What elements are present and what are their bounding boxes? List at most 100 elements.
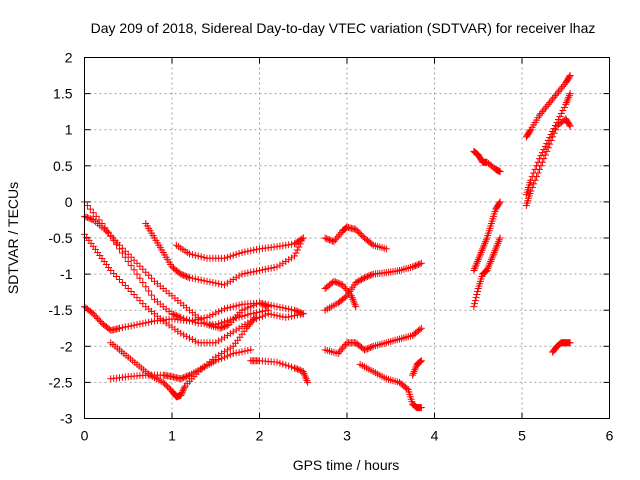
data-point	[178, 374, 186, 382]
data-point	[471, 300, 479, 308]
data-point	[298, 235, 306, 243]
data-point	[536, 111, 543, 119]
y-tick-label: -0.5	[48, 230, 72, 246]
data-point	[336, 348, 344, 356]
data-point	[366, 344, 374, 352]
data-point	[177, 390, 185, 398]
data-point	[291, 364, 298, 372]
data-point	[303, 377, 311, 385]
y-tick-label: -2.5	[48, 374, 72, 390]
data-point	[412, 262, 420, 270]
data-point	[330, 277, 338, 285]
data-point	[414, 260, 422, 268]
data-point	[203, 313, 211, 321]
data-point	[181, 373, 189, 381]
data-point	[356, 230, 364, 238]
data-point	[472, 294, 480, 302]
data-point	[537, 109, 545, 117]
data-point	[496, 234, 504, 242]
data-point	[343, 286, 351, 294]
data-point	[218, 324, 226, 332]
data-point	[83, 202, 91, 210]
series-arc-6	[107, 346, 255, 383]
data-point	[164, 383, 172, 391]
data-point	[251, 313, 259, 321]
data-point	[273, 303, 281, 311]
data-point	[340, 283, 348, 291]
data-point	[361, 274, 368, 282]
data-point	[221, 322, 228, 330]
data-point	[223, 321, 231, 329]
data-point	[235, 301, 243, 309]
data-point	[145, 318, 153, 326]
data-point	[206, 278, 214, 286]
data-point	[247, 268, 255, 276]
data-point	[188, 316, 196, 324]
data-point	[110, 269, 118, 277]
y-tick-label: 1	[65, 122, 73, 138]
data-point	[291, 252, 298, 260]
data-point	[194, 252, 202, 260]
data-point	[352, 225, 360, 233]
series-arc-11	[321, 259, 425, 314]
data-point	[282, 313, 290, 321]
data-point	[293, 307, 301, 315]
data-point	[221, 333, 228, 341]
data-point	[488, 254, 496, 262]
data-point	[127, 288, 135, 296]
data-point	[300, 369, 308, 377]
data-point	[215, 320, 223, 328]
data-point	[288, 363, 296, 371]
data-point	[183, 332, 191, 340]
data-point	[127, 262, 135, 270]
data-point	[559, 106, 567, 114]
data-point	[226, 252, 234, 260]
data-point	[89, 310, 97, 318]
data-point	[565, 91, 573, 99]
data-point	[295, 243, 303, 251]
data-point	[148, 318, 156, 326]
data-point	[358, 275, 366, 283]
series-arc-12	[321, 277, 360, 311]
data-point	[526, 127, 534, 135]
data-point	[226, 351, 234, 359]
data-point	[256, 299, 263, 307]
data-point	[116, 241, 123, 249]
data-point	[270, 302, 278, 310]
data-point	[337, 346, 345, 354]
data-point	[191, 251, 199, 259]
data-point	[124, 322, 132, 330]
data-point	[324, 235, 332, 243]
data-point	[197, 315, 205, 323]
data-point	[493, 241, 501, 249]
data-point	[566, 72, 574, 80]
data-point	[212, 357, 220, 365]
data-point	[547, 137, 555, 145]
data-point	[546, 140, 554, 148]
data-point	[241, 311, 249, 319]
data-point	[212, 279, 220, 287]
data-point	[104, 228, 112, 236]
data-point	[553, 90, 561, 98]
data-point	[403, 384, 411, 392]
data-point	[549, 95, 557, 103]
data-point	[247, 319, 255, 327]
data-point	[481, 239, 489, 247]
data-point	[473, 291, 481, 299]
data-point	[116, 276, 123, 284]
data-point	[244, 269, 252, 277]
data-point	[244, 311, 252, 319]
data-point	[342, 340, 350, 348]
data-point	[410, 262, 418, 270]
data-point	[267, 264, 275, 272]
data-point	[288, 312, 296, 320]
data-point	[496, 168, 504, 176]
data-point	[336, 280, 344, 288]
data-point	[178, 388, 186, 396]
data-point	[94, 315, 102, 323]
data-point	[485, 261, 493, 269]
data-point	[95, 316, 103, 324]
data-point	[471, 263, 479, 271]
data-point	[212, 309, 220, 317]
data-point	[368, 240, 376, 248]
